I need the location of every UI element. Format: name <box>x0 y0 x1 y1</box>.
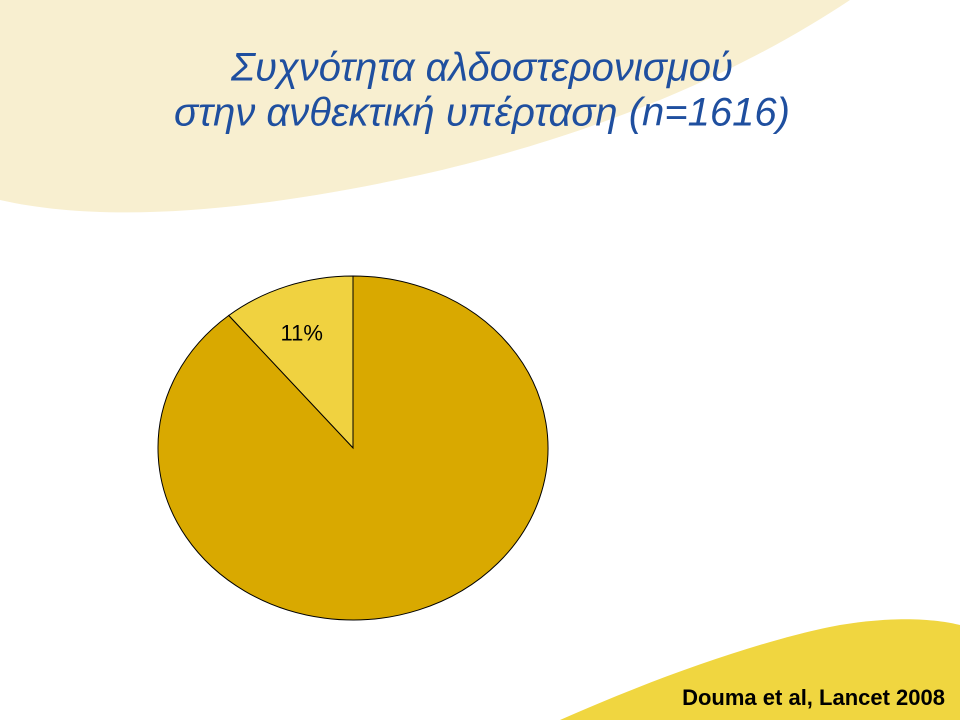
pie: 11% <box>157 275 549 621</box>
pie-slice <box>157 275 549 621</box>
source: Douma et al, Lancet 2008 <box>682 685 945 710</box>
top-decoration <box>0 0 850 213</box>
slice-label: 11% <box>281 321 323 346</box>
title-line: στην ανθεκτική υπέρταση (n=1616) <box>174 91 790 135</box>
title-line: Συχνότητα αλδοστερονισμού <box>230 46 733 90</box>
pie-slice <box>227 275 354 450</box>
bottom-decoration <box>560 619 960 720</box>
